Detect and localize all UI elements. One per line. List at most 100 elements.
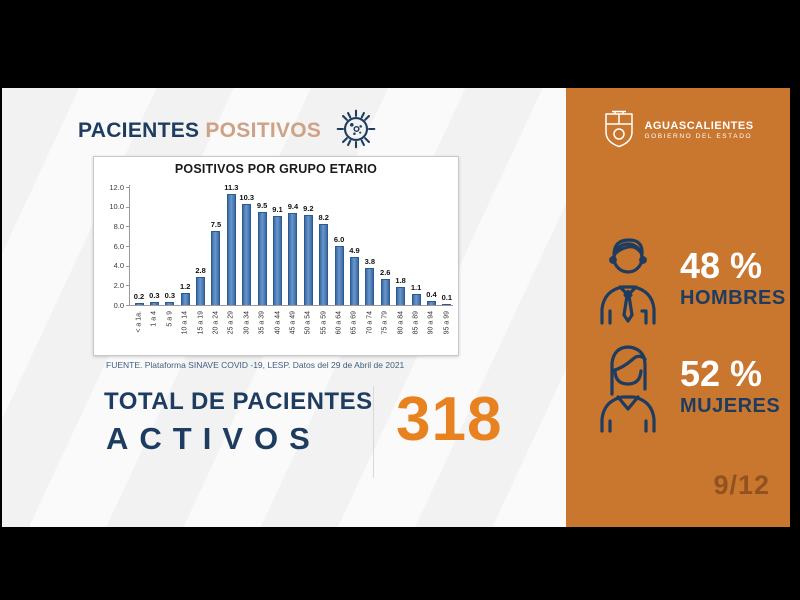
bar-group: 0.2 < a 1a. (132, 187, 146, 333)
bar-value-label: 11.3 (224, 182, 239, 192)
total-label-line1: TOTAL DE PACIENTES (104, 388, 373, 415)
bar-category-label: 25 a 29 (227, 311, 235, 335)
chart-plot: 0.2 < a 1a. 0.3 1 a 4 0.3 5 a 9 1.2 10 a 14 2.8 1… (132, 183, 454, 335)
bar-value-label: 0.4 (426, 290, 437, 300)
bar-category-label: < a 1a. (135, 311, 143, 333)
bar-value-label: 1.1 (410, 283, 422, 293)
bar (257, 211, 267, 305)
bar-value-label: 0.3 (164, 291, 175, 301)
bar (288, 212, 298, 305)
bar-value-label: 1.8 (395, 276, 406, 286)
bar-group: 9.5 35 a 39 (255, 187, 269, 335)
y-tick-label: 0.0 (113, 300, 124, 310)
age-group-chart: POSITIVOS POR GRUPO ETARIO 12.0 10.0 8.0 6.… (93, 156, 459, 356)
bar (365, 267, 375, 305)
x-axis (129, 305, 453, 306)
bar-value-label: 0.2 (133, 292, 145, 302)
bar-group: 9.1 40 a 44 (271, 187, 285, 335)
chart-title: POSITIVOS POR GRUPO ETARIO (174, 162, 378, 176)
stat-value: 52 % (680, 352, 763, 394)
bar-category-label: 65 a 69 (350, 311, 358, 335)
bar (196, 277, 206, 305)
bar-group: 4.9 65 a 69 (347, 187, 361, 335)
bar-group: 11.3 25 a 29 (224, 183, 238, 334)
bar-value-label: 8.2 (318, 213, 329, 223)
bar-group: 8.2 55 a 59 (317, 187, 331, 334)
bar-category-label: 50 a 54 (304, 311, 312, 335)
y-tick-mark (126, 187, 129, 188)
total-active-value: 318 (396, 385, 503, 454)
y-tick-mark (126, 305, 129, 306)
page-title-secondary: POSITIVOS (205, 119, 322, 142)
bar (396, 287, 406, 305)
bar-category-label: 85 a 89 (412, 311, 420, 335)
stat-label: MUJERES (680, 395, 781, 418)
slide-header: PACIENTES POSITIVOS (78, 109, 379, 152)
virus-icon (336, 109, 376, 149)
y-tick-label: 12.0 (109, 182, 124, 192)
bar-value-label: 10.3 (239, 192, 255, 202)
bar-value-label: 9.2 (303, 203, 314, 213)
bar-group: 9.2 50 a 54 (301, 187, 315, 335)
bar-group: 2.6 75 a 79 (378, 187, 392, 334)
total-patients-block: TOTAL DE PACIENTES ACTIVOS (104, 388, 373, 457)
bar-category-label: 90 a 94 (427, 311, 435, 335)
y-tick-label: 4.0 (113, 261, 124, 271)
bar-group: 0.3 5 a 9 (163, 187, 177, 327)
total-label-line2: ACTIVOS (106, 421, 321, 456)
bar-value-label: 4.9 (349, 245, 360, 255)
bar-category-label: 40 a 44 (274, 311, 282, 335)
man-icon (600, 238, 656, 325)
bar (319, 224, 329, 305)
woman-icon (600, 345, 656, 433)
bar (380, 279, 390, 305)
bar (303, 214, 313, 305)
bar-group: 0.1 95 a 99 (440, 187, 454, 334)
bar-value-label: 0.3 (149, 291, 160, 301)
stat-label: HOMBRES (680, 287, 786, 310)
bar-value-label: 9.1 (272, 204, 283, 214)
bar-category-label: 75 a 79 (381, 311, 389, 335)
y-tick-mark (126, 206, 129, 208)
bar-group: 2.8 15 a 19 (194, 187, 208, 334)
bar-category-label: 55 a 59 (320, 311, 328, 335)
bar-category-label: 60 a 64 (335, 311, 343, 335)
bar (149, 302, 159, 305)
bar (242, 203, 252, 305)
bar-category-label: 30 a 34 (243, 311, 251, 335)
bar (165, 302, 175, 305)
bar-value-label: 3.8 (364, 256, 376, 266)
bar-category-label: 5 a 9 (166, 311, 174, 327)
bar-value-label: 1.2 (179, 282, 191, 292)
bar (226, 193, 236, 305)
bar (211, 231, 221, 305)
bar-category-label: 45 a 49 (289, 311, 297, 335)
bar-category-label: 10 a 14 (181, 311, 189, 335)
logo-text: AGUASCALIENTES GOBIERNO DEL ESTADO (644, 120, 753, 140)
stat-mujeres: 52 % MUJERES (592, 336, 780, 436)
bar-value-label: 7.5 (210, 220, 222, 230)
bar (442, 304, 452, 305)
bar-value-label: 9.5 (256, 200, 268, 210)
y-axis (129, 185, 130, 306)
page-indicator: 9/12 (713, 470, 770, 500)
bar-value-label: 9.4 (287, 201, 299, 211)
y-tick-mark (126, 265, 129, 267)
government-logo: AGUASCALIENTES GOBIERNO DEL ESTADO (566, 110, 790, 150)
presentation-slide: PACIENTES POSITIVOS (2, 88, 790, 527)
y-tick-mark (126, 246, 129, 247)
y-tick-mark (126, 226, 129, 228)
source-note: FUENTE. Plataforma SINAVE COVID -19, LES… (106, 360, 405, 370)
bar-category-label: 35 a 39 (258, 311, 266, 335)
bar-category-label: 95 a 99 (443, 311, 451, 335)
bar-value-label: 0.1 (441, 293, 453, 302)
bar-value-label: 2.8 (195, 266, 206, 276)
bar-category-label: 20 a 24 (212, 311, 220, 335)
bar-category-label: 70 a 74 (366, 311, 374, 335)
y-tick-label: 6.0 (113, 241, 124, 251)
sidebar: AGUASCALIENTES GOBIERNO DEL ESTADO (566, 88, 790, 527)
stat-value: 48 % (680, 244, 763, 286)
bar-group: 1.2 10 a 14 (178, 187, 192, 334)
bar-group: 1.8 80 a 84 (394, 187, 408, 334)
